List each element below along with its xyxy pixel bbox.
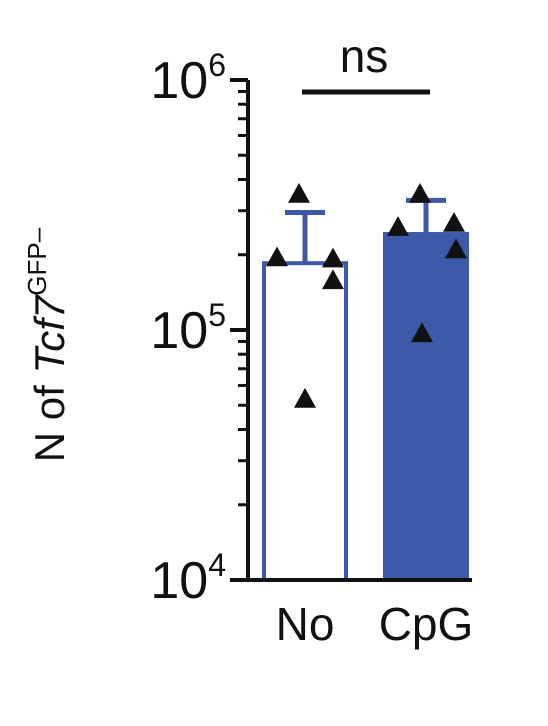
bar-cpg	[383, 232, 469, 582]
y-tick-label: 105	[150, 297, 226, 360]
x-category-label: CpG	[379, 598, 474, 650]
data-point-no	[322, 247, 344, 268]
y-tick-label: 106	[150, 47, 226, 110]
y-axis-label-text: N of Tcf7GFP–	[22, 227, 73, 462]
data-point-cpg	[445, 238, 467, 259]
y-axis-label: N of Tcf7GFP–	[22, 227, 73, 462]
data-points	[266, 182, 467, 408]
y-tick-base: 10	[150, 552, 208, 610]
x-axis-category-labels: No CpG	[276, 598, 474, 650]
data-point-no	[288, 182, 310, 203]
data-point-cpg	[443, 211, 465, 232]
data-point-no	[266, 246, 288, 267]
data-point-cpg	[411, 322, 433, 343]
bar-no	[262, 261, 348, 582]
data-point-no	[322, 269, 344, 290]
y-tick-exponent: 6	[208, 47, 226, 83]
data-point-cpg	[409, 182, 431, 203]
y-tick-exponent: 5	[208, 297, 226, 333]
data-point-cpg	[387, 216, 409, 236]
y-axis-label-prefix: N of	[26, 374, 73, 463]
data-point-no	[294, 387, 316, 408]
y-axis-label-superscript: GFP–	[22, 227, 52, 295]
y-tick-exponent: 4	[208, 547, 226, 583]
y-axis-label-gene: Tcf7	[26, 294, 73, 373]
x-category-label: No	[276, 598, 335, 650]
y-tick-base: 10	[150, 302, 208, 360]
y-tick-label: 104	[150, 547, 226, 610]
y-tick-base: 10	[150, 52, 208, 110]
significance-annotation: ns	[302, 30, 430, 95]
significance-label: ns	[340, 30, 389, 82]
